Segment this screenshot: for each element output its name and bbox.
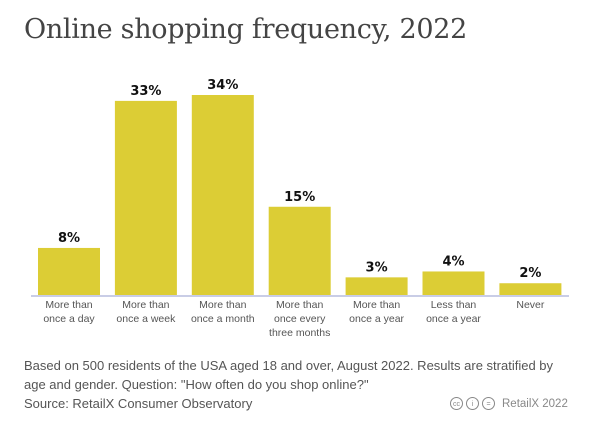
chart-title: Online shopping frequency, 2022 [24, 14, 467, 45]
category-label: More than once every three months [269, 299, 331, 339]
credit-text: RetailX 2022 [502, 397, 568, 410]
category-label: More than once a day [43, 299, 95, 325]
bar [38, 247, 100, 295]
data-label: 2% [519, 266, 541, 281]
source-line: Source: RetailX Consumer Observatory [24, 396, 253, 411]
footnote-line-1: Based on 500 residents of the USA aged 1… [24, 358, 554, 373]
category-label: More than once a month [190, 299, 255, 325]
cc-icon: cc [450, 397, 463, 410]
data-label: 3% [366, 260, 388, 275]
bar [345, 277, 408, 295]
footnote: Based on 500 residents of the USA aged 1… [24, 356, 584, 413]
category-label: More than once a week [116, 299, 176, 325]
no-derivatives-icon: = [482, 397, 495, 410]
category-label: Never [516, 299, 545, 311]
data-label: 8% [58, 231, 80, 246]
data-label: 4% [442, 254, 464, 269]
data-label: 34% [207, 78, 238, 93]
bar [499, 283, 562, 295]
bar [114, 100, 177, 295]
bar [422, 271, 485, 295]
bar [191, 95, 254, 295]
footnote-line-2: age and gender. Question: "How often do … [24, 377, 369, 392]
category-label: More than once a year [349, 299, 405, 325]
category-label: Less than once a year [426, 299, 481, 325]
credit: cc i = RetailX 2022 [450, 397, 568, 410]
data-label: 33% [130, 84, 161, 99]
bar [268, 206, 331, 295]
attribution-icon: i [466, 397, 479, 410]
data-label: 15% [284, 190, 315, 205]
